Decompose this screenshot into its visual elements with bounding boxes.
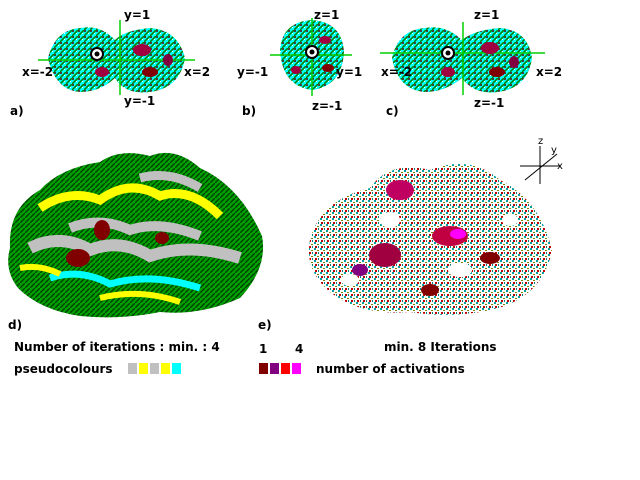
slice-a-label-top: y=1	[124, 8, 151, 22]
activation-swatch-4	[292, 363, 301, 374]
slice-a-label-right: x=2	[184, 65, 211, 79]
pseudocolour-swatch-5	[172, 363, 181, 374]
panel-letter-d: d)	[8, 318, 23, 332]
slice-a	[38, 20, 195, 95]
iterations-left-label: Number of iterations : min. : 4	[14, 340, 220, 354]
pseudocolour-swatch-1	[128, 363, 137, 374]
panel-letter-e: e)	[258, 318, 272, 332]
slice-b-label-top: z=1	[314, 8, 340, 22]
slice-a-label-bottom: y=-1	[124, 94, 156, 108]
surface-e	[308, 163, 552, 315]
panel-letter-a: a)	[10, 104, 24, 118]
activation-max-label: 4	[295, 342, 304, 356]
activation-swatch-1	[259, 363, 268, 374]
slice-c-label-top: z=1	[474, 8, 500, 22]
slice-c-label-left: x=-2	[381, 65, 413, 79]
axes-gizmo-icon	[520, 146, 560, 184]
slice-b-label-left: y=-1	[237, 65, 269, 79]
slice-b-label-bottom: z=-1	[312, 99, 343, 113]
pseudocolour-swatch-2	[139, 363, 148, 374]
surface-d	[8, 152, 264, 318]
activation-swatch-2	[270, 363, 279, 374]
slice-c	[380, 22, 545, 95]
axes-gizmo-x: x	[557, 161, 563, 172]
slice-a-label-left: x=-2	[22, 65, 54, 79]
pseudocolours-label: pseudocolours	[14, 362, 113, 376]
iterations-right-label: min. 8 Iterations	[384, 340, 497, 354]
axes-gizmo-z: z	[538, 136, 544, 147]
slice-views	[38, 18, 545, 96]
panel-letter-c: c)	[386, 104, 399, 118]
slice-c-label-right: x=2	[536, 65, 563, 79]
slice-c-label-bottom: z=-1	[474, 96, 505, 110]
activations-label: number of activations	[316, 362, 465, 376]
pseudocolour-swatch-3	[150, 363, 159, 374]
slice-b-label-right: y=1	[336, 65, 363, 79]
activation-min-label: 1	[259, 342, 268, 356]
slice-b	[270, 18, 352, 96]
activation-swatch-3	[281, 363, 290, 374]
pseudocolour-swatch-4	[161, 363, 170, 374]
axes-gizmo-y: y	[551, 145, 557, 156]
panel-letter-b: b)	[242, 104, 257, 118]
